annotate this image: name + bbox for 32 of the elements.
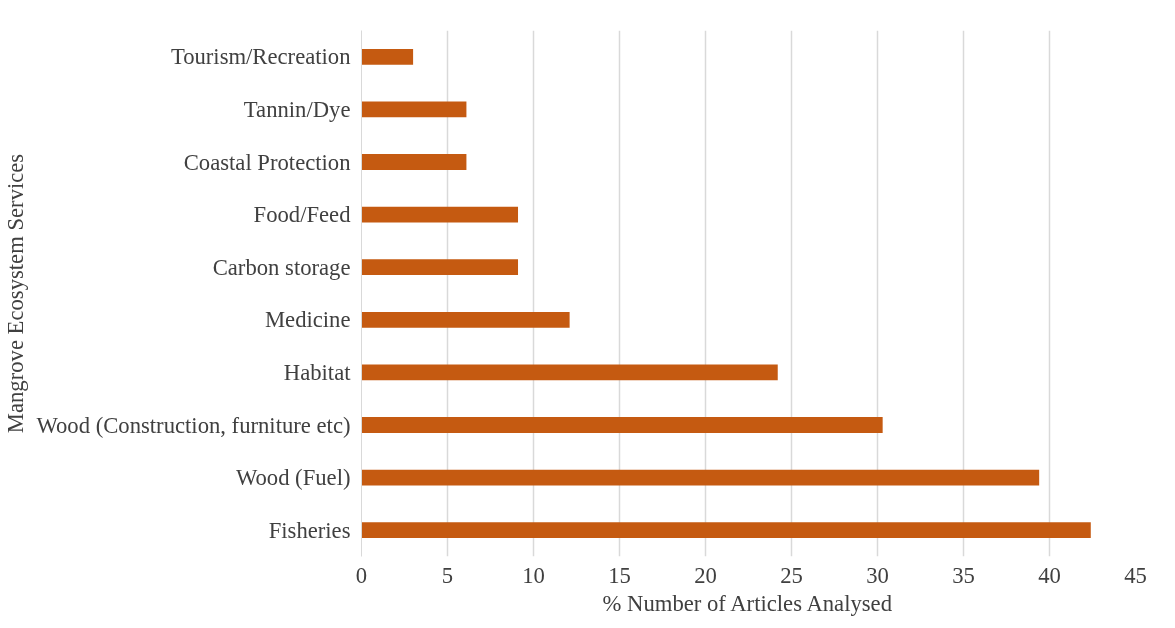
y-tick-label: Food/Feed [253, 202, 352, 228]
y-tick-label: Fisheries [268, 517, 351, 543]
bar [361, 417, 883, 433]
x-tick-label: 45 [1124, 562, 1147, 588]
x-tick-label: 25 [780, 562, 803, 588]
x-tick-label: 20 [694, 562, 717, 588]
y-tick-label: Tourism/Recreation [170, 44, 351, 70]
y-axis-title: Mangrove Ecosystem Services [3, 153, 29, 434]
bar [361, 206, 519, 223]
x-tick-label: 0 [355, 562, 368, 588]
bar [361, 154, 467, 170]
x-tick-label: 30 [866, 562, 889, 588]
y-tick-label: Habitat [283, 359, 352, 385]
bar [361, 522, 1091, 539]
bar [361, 101, 467, 118]
y-tick-label: Carbon storage [212, 254, 351, 280]
y-tick-label: Tannin/Dye [243, 96, 351, 122]
x-tick-label: 10 [522, 562, 545, 588]
bar [361, 469, 1040, 486]
bar [361, 311, 570, 328]
x-tick-label: 5 [441, 562, 454, 588]
y-tick-label: Wood (Fuel) [235, 465, 351, 491]
x-tick-label: 40 [1038, 562, 1061, 588]
y-tick-label: Medicine [264, 307, 351, 333]
bar [361, 364, 778, 381]
bar [361, 48, 414, 65]
x-tick-label: 15 [608, 562, 631, 588]
x-tick-label: 35 [952, 562, 975, 588]
y-tick-label: Coastal Protection [183, 149, 351, 175]
x-axis-title: % Number of Articles Analysed [602, 590, 893, 616]
y-tick-label: Wood (Construction, furniture etc) [36, 412, 351, 438]
bar [361, 259, 519, 276]
